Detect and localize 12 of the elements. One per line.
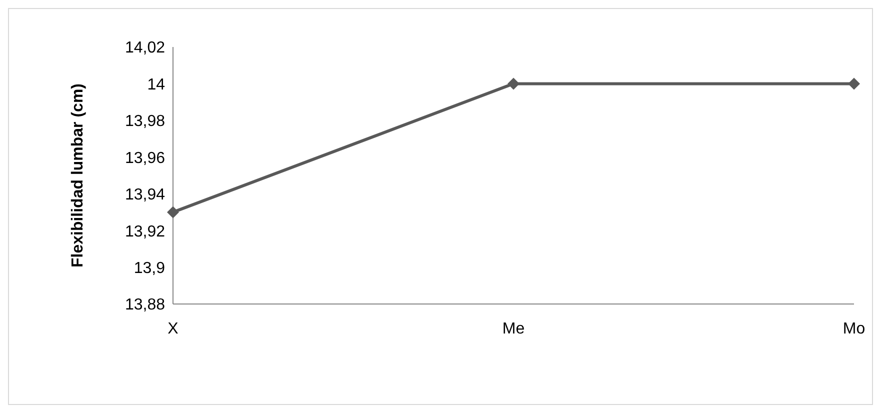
y-tick-label: 13,94 [124, 186, 166, 204]
x-tick-label: X [168, 320, 179, 338]
y-tick-label: 13,96 [124, 150, 166, 167]
x-tick-label: Mo [842, 320, 866, 338]
y-tick-label: 14,02 [124, 40, 166, 57]
x-tick-label: Me [502, 320, 525, 338]
y-tick-label: 13,88 [124, 296, 166, 314]
y-tick-label: 13,9 [134, 260, 166, 277]
y-tick-label: 14 [147, 76, 166, 94]
y-tick-label: 13,92 [124, 223, 166, 240]
y-tick-label: 13,98 [124, 113, 166, 130]
y-axis-title: Flexibilidad lumbar (cm) [70, 83, 87, 268]
